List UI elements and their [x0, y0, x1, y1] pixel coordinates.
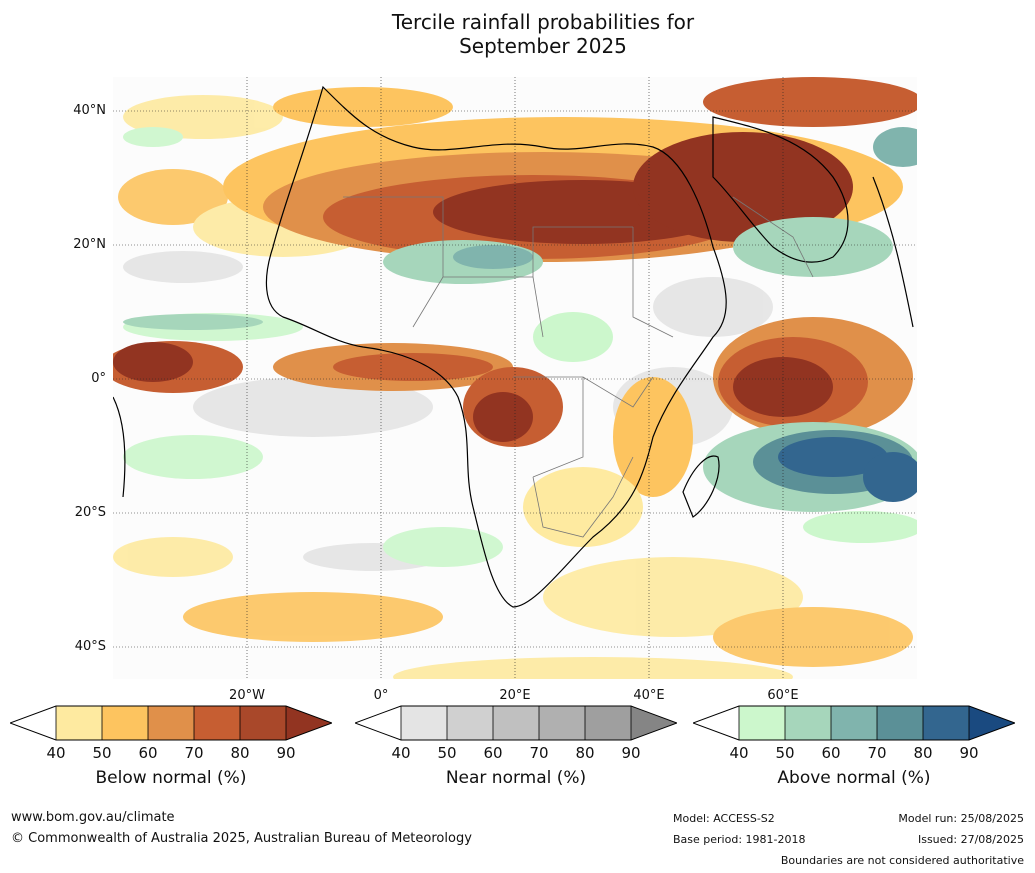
- map-title: Tercile rainfall probabilities for Septe…: [0, 10, 1035, 58]
- footer-url: www.bom.gov.au/climate: [11, 810, 175, 825]
- footer-issued: Issued: 27/08/2025: [917, 833, 1024, 846]
- above-normal-regions: [123, 127, 917, 543]
- legend-tick: 80: [913, 744, 933, 762]
- legend-tick: 40: [391, 744, 411, 762]
- colorbar-segment: [56, 706, 102, 740]
- colorbar-segment: [401, 706, 447, 740]
- legend-tick: 60: [138, 744, 158, 762]
- legend-tick: 60: [483, 744, 503, 762]
- lon-label-40e: 40°E: [633, 688, 665, 703]
- legend-tick: 50: [437, 744, 457, 762]
- colorbar-near-normal: [355, 705, 677, 741]
- lon-label-60e: 60°E: [767, 688, 799, 703]
- footer-copyright: © Commonwealth of Australia 2025, Austra…: [11, 831, 472, 846]
- legend-tick: 70: [867, 744, 887, 762]
- lat-label-0: 0°: [91, 371, 106, 386]
- title-line-1: Tercile rainfall probabilities for: [391, 10, 695, 34]
- legend-tick: 60: [821, 744, 841, 762]
- colorbar-segment: [785, 706, 831, 740]
- legend-tick: 80: [230, 744, 250, 762]
- colorbar-left-extension: [10, 706, 56, 740]
- lat-label-40n: 40°N: [73, 103, 106, 118]
- legend-tick: 70: [184, 744, 204, 762]
- lat-label-20n: 20°N: [73, 237, 106, 252]
- legend-tick: 70: [529, 744, 549, 762]
- legend-title-below-normal: Below normal (%): [95, 768, 247, 788]
- country-borders: [343, 196, 814, 538]
- map-svg: [113, 77, 917, 679]
- legend-tick: 90: [959, 744, 979, 762]
- lat-label-20s: 20°S: [74, 505, 106, 520]
- colorbar-segment: [585, 706, 631, 740]
- legend-title-near-normal: Near normal (%): [445, 768, 587, 788]
- colorbar-below-normal: [10, 705, 332, 741]
- legend-tick: 90: [621, 744, 641, 762]
- colorbar-segment: [923, 706, 969, 740]
- legend-near-normal: 40 50 60 70 80 90 Near normal (%): [355, 704, 677, 794]
- legend-tick: 90: [276, 744, 296, 762]
- colorbar-segment: [102, 706, 148, 740]
- legend-above-normal: 40 50 60 70 80 90 Above normal (%): [693, 704, 1015, 794]
- lon-label-0: 0°: [373, 688, 389, 703]
- lon-label-20e: 20°E: [499, 688, 531, 703]
- legend-tick: 50: [775, 744, 795, 762]
- colorbar-right-extension: [286, 706, 332, 740]
- colorbar-above-normal: [693, 705, 1015, 741]
- background-blobs: [113, 95, 913, 679]
- colorbar-segment: [539, 706, 585, 740]
- colorbar-segment: [447, 706, 493, 740]
- colorbar-right-extension: [969, 706, 1015, 740]
- colorbar-left-extension: [693, 706, 739, 740]
- lat-label-40s: 40°S: [74, 639, 106, 654]
- coastlines: [113, 85, 914, 608]
- colorbar-segment: [194, 706, 240, 740]
- colorbar-segment: [831, 706, 877, 740]
- footer-model-run: Model run: 25/08/2025: [898, 812, 1024, 825]
- legend-tick: 40: [46, 744, 66, 762]
- colorbar-segment: [877, 706, 923, 740]
- legend-tick: 80: [575, 744, 595, 762]
- legend-tick: 50: [92, 744, 112, 762]
- lon-label-20w: 20°W: [229, 688, 265, 703]
- colorbar-right-extension: [631, 706, 677, 740]
- colorbar-left-extension: [355, 706, 401, 740]
- title-line-2: September 2025: [459, 34, 627, 58]
- colorbar-segment: [493, 706, 539, 740]
- footer-disclaimer: Boundaries are not considered authoritat…: [780, 854, 1024, 867]
- probability-map: [113, 77, 917, 679]
- legend-below-normal: 40 50 60 70 80 90 Below normal (%): [10, 704, 332, 794]
- colorbar-segment: [148, 706, 194, 740]
- footer-base-period: Base period: 1981-2018: [673, 833, 806, 846]
- below-normal-regions: [113, 77, 917, 547]
- graticule: [113, 77, 917, 679]
- legend-tick: 40: [729, 744, 749, 762]
- colorbar-segment: [739, 706, 785, 740]
- colorbar-segment: [240, 706, 286, 740]
- footer-model: Model: ACCESS-S2: [673, 812, 775, 825]
- legend-title-above-normal: Above normal (%): [777, 768, 931, 788]
